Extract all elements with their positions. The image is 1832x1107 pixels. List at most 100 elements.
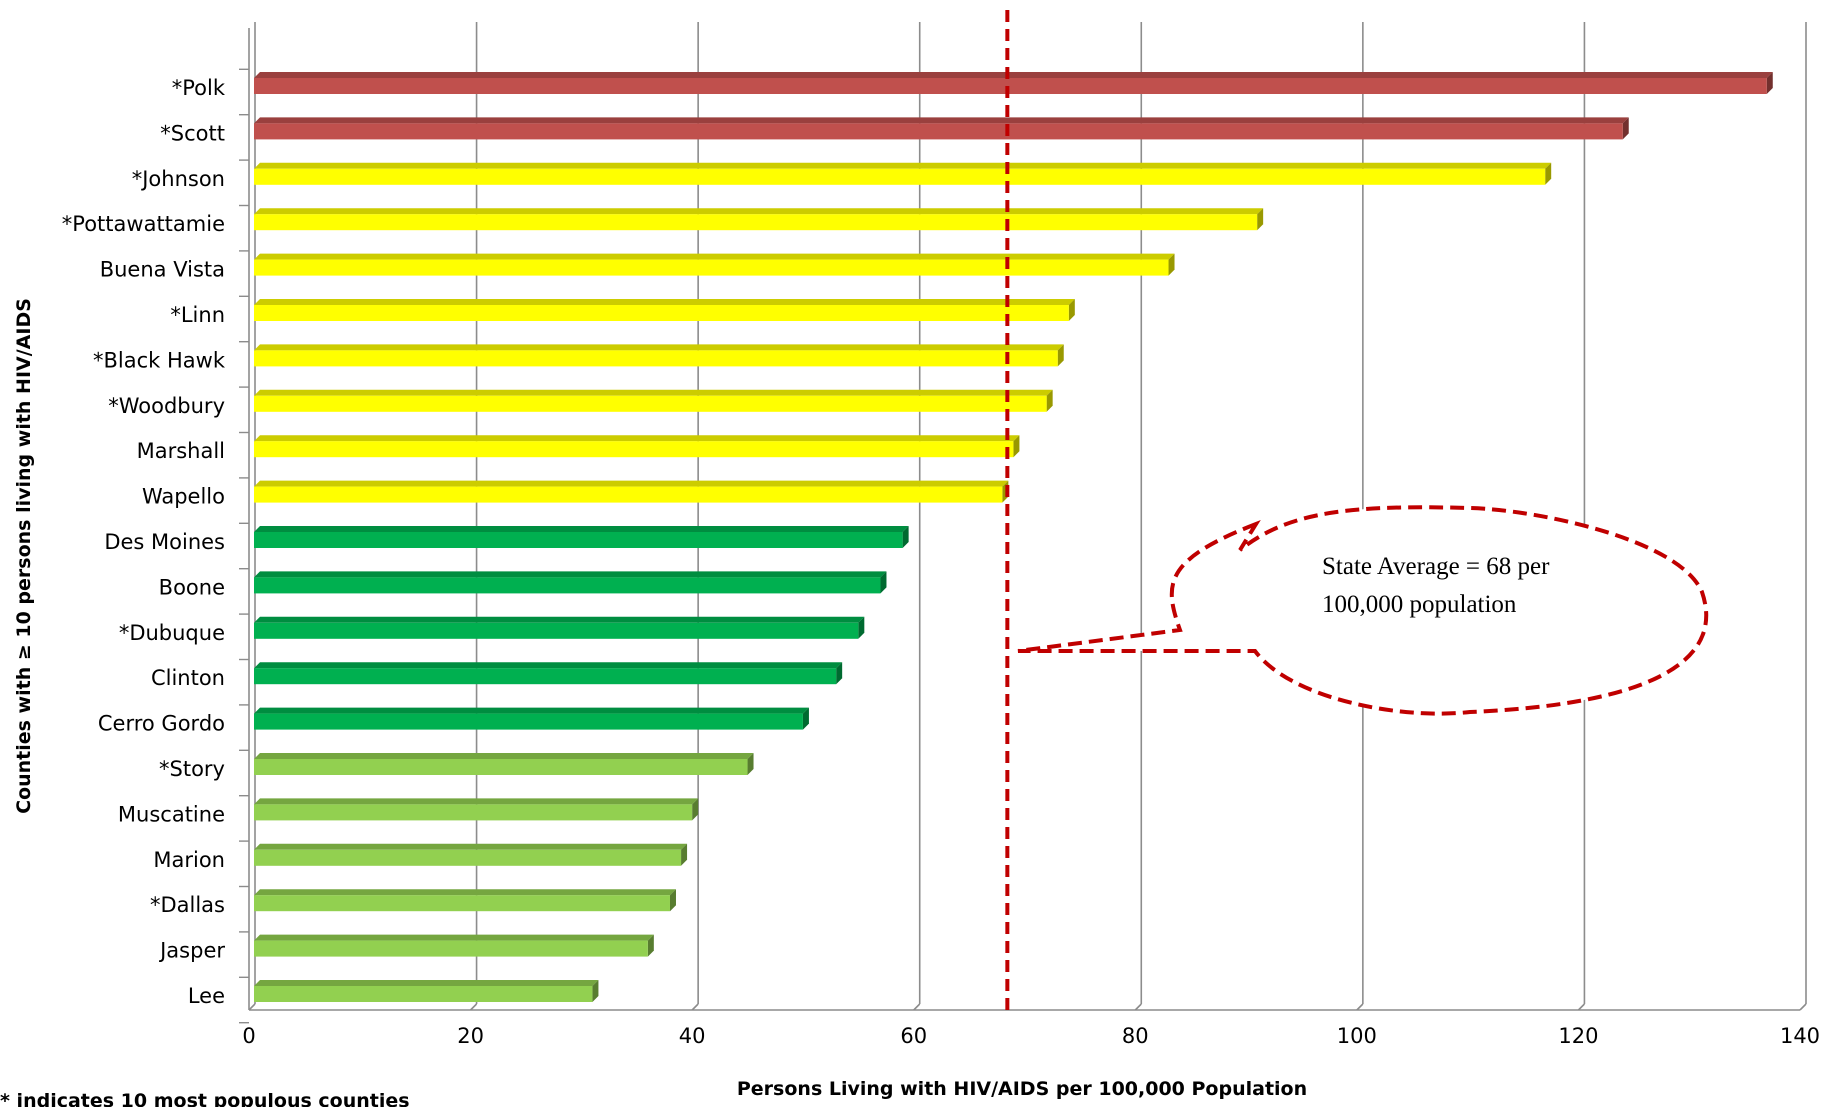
gridline-foot [248, 1003, 256, 1011]
bar-end [592, 980, 599, 1002]
bar-end [681, 843, 688, 866]
category-label: Des Moines [104, 530, 225, 554]
callout-line-1: State Average = 68 per [1322, 553, 1550, 580]
gridline-foot [913, 1003, 921, 1011]
bar-front [254, 214, 1258, 231]
x-tick-label: 0 [242, 1024, 255, 1048]
bar-front [254, 759, 748, 775]
category-label: *Scott [160, 121, 225, 145]
bars [254, 72, 1773, 1002]
bar-front [254, 668, 837, 685]
gridline-foot [1577, 1003, 1585, 1011]
bar-end [669, 889, 676, 912]
bar-top [254, 117, 1629, 124]
x-tick-label: 140 [1780, 1024, 1820, 1048]
category-label: Lee [188, 984, 225, 1008]
bar-top [254, 389, 1053, 396]
bar-end [858, 616, 865, 639]
bar-story [254, 753, 754, 775]
bar-johnson [254, 162, 1552, 185]
gridlines [248, 22, 1807, 1011]
bar-top [254, 208, 1264, 215]
bar-wapello [254, 480, 1009, 503]
bar-end [647, 934, 654, 957]
bar-lee [254, 980, 599, 1002]
bar-front [254, 168, 1546, 185]
y-axis-title: Counties with ≥ 10 persons living with H… [13, 298, 35, 814]
bar-top [254, 162, 1552, 169]
category-labels: *Polk *Scott *Johnson *Pottawattamie Buena V… [62, 76, 226, 1008]
callout-bubble [1017, 505, 1709, 716]
bar-front [254, 305, 1069, 321]
bar-front [254, 577, 881, 594]
bar-end [1257, 208, 1264, 231]
bar-front [254, 713, 803, 730]
callout-line-2: 100,000 population [1322, 591, 1517, 618]
category-label: *Dubuque [119, 621, 225, 645]
x-tick-label: 100 [1337, 1024, 1377, 1048]
bar-top [254, 571, 887, 578]
bar-end [747, 753, 754, 775]
bar-dallas [254, 889, 676, 912]
bar-top [254, 843, 688, 850]
bar-end [1622, 117, 1629, 140]
gridline-foot [1356, 1003, 1364, 1011]
bar-front [254, 940, 648, 957]
gridline-foot [1799, 1003, 1807, 1011]
category-label: *Woodbury [108, 394, 225, 418]
bar-clinton [254, 662, 843, 685]
bar-woodbury [254, 389, 1053, 412]
bar-jasper [254, 934, 654, 957]
bar-end [902, 526, 909, 548]
bar-desmoines [254, 526, 909, 548]
bar-dubuque [254, 616, 865, 639]
x-tick-label: 120 [1558, 1024, 1598, 1048]
category-label: Marshall [137, 439, 225, 463]
category-label: *Johnson [132, 167, 225, 191]
bar-top [254, 299, 1075, 305]
bar-front [254, 895, 670, 912]
gridline-foot [1134, 1003, 1142, 1011]
bar-top [254, 344, 1064, 351]
bar-end [880, 571, 887, 594]
bar-muscatine [254, 798, 699, 821]
bar-front [254, 350, 1058, 367]
bar-front [254, 532, 903, 548]
bar-linn [254, 299, 1075, 321]
bar-cerrogordo [254, 707, 809, 730]
bar-front [254, 622, 859, 639]
bar-front [254, 78, 1767, 94]
x-tick-labels: 0 20 40 60 80 100 120 140 [242, 1024, 1820, 1048]
x-tick-label: 40 [679, 1024, 706, 1048]
axes [239, 28, 1800, 1024]
category-label: *Story [159, 757, 225, 781]
footnote: * indicates 10 most populous counties [0, 1090, 410, 1107]
bar-front [254, 395, 1047, 412]
gridline-foot [470, 1003, 478, 1011]
bar-scott [254, 117, 1629, 140]
bar-top [254, 753, 754, 759]
bar-top [254, 662, 843, 669]
bar-end [1168, 253, 1175, 276]
bar-end [1046, 389, 1053, 412]
category-label: Cerro Gordo [98, 712, 225, 736]
bar-front [254, 441, 1014, 458]
category-label: *Pottawattamie [62, 212, 225, 236]
bar-top [254, 934, 654, 941]
bar-end [836, 662, 843, 685]
bar-pottawattamie [254, 208, 1264, 231]
bar-buenavista [254, 253, 1175, 276]
bar-top [254, 616, 865, 623]
category-label: *Dallas [150, 893, 225, 917]
bar-end [1766, 72, 1773, 94]
bar-marshall [254, 435, 1020, 458]
bar-marion [254, 843, 688, 866]
category-label: Marion [153, 848, 225, 872]
bar-blackhawk [254, 344, 1064, 367]
category-label: Boone [159, 575, 225, 599]
bar-top [254, 526, 909, 532]
bar-top [254, 435, 1020, 442]
bar-top [254, 798, 699, 805]
bar-end [802, 707, 809, 730]
bar-top [254, 480, 1009, 487]
